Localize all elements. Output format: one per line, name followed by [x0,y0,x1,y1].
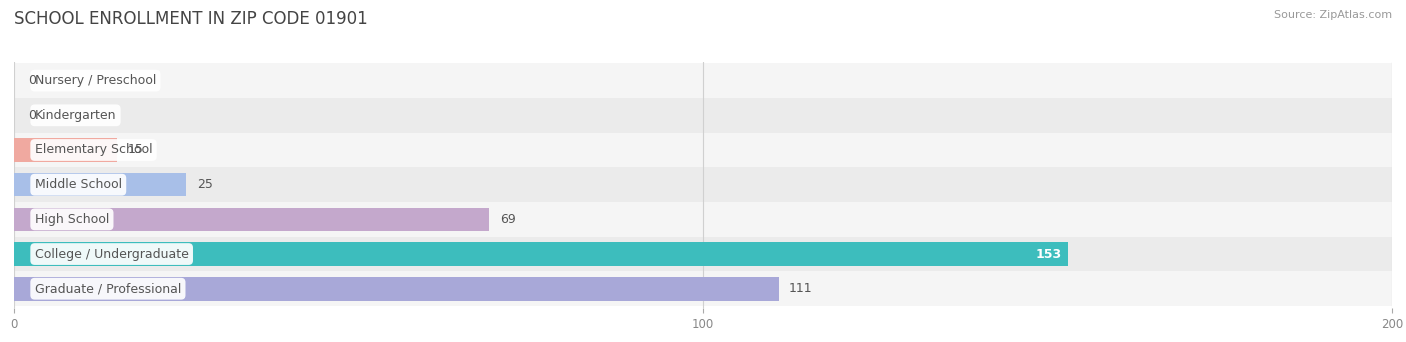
Text: SCHOOL ENROLLMENT IN ZIP CODE 01901: SCHOOL ENROLLMENT IN ZIP CODE 01901 [14,10,368,28]
Bar [14,277,779,301]
Bar [14,167,1392,202]
Bar [14,138,118,162]
Text: Graduate / Professional: Graduate / Professional [35,282,181,295]
Bar [14,242,1069,266]
Bar [14,173,186,196]
Text: 0: 0 [28,74,35,87]
Text: Elementary School: Elementary School [35,144,152,157]
Text: High School: High School [35,213,110,226]
Text: 111: 111 [789,282,813,295]
Bar [14,237,1392,272]
Bar [14,63,1392,98]
Bar [14,98,1392,133]
Text: 69: 69 [499,213,516,226]
Text: 0: 0 [28,109,35,122]
Text: 25: 25 [197,178,212,191]
Bar [14,202,1392,237]
Text: Source: ZipAtlas.com: Source: ZipAtlas.com [1274,10,1392,20]
Bar [14,133,1392,167]
Text: 15: 15 [128,144,143,157]
Bar [14,272,1392,306]
Text: Nursery / Preschool: Nursery / Preschool [35,74,156,87]
Text: College / Undergraduate: College / Undergraduate [35,248,188,261]
Text: Kindergarten: Kindergarten [35,109,117,122]
Text: 153: 153 [1035,248,1062,261]
Text: Middle School: Middle School [35,178,122,191]
Bar [14,208,489,231]
